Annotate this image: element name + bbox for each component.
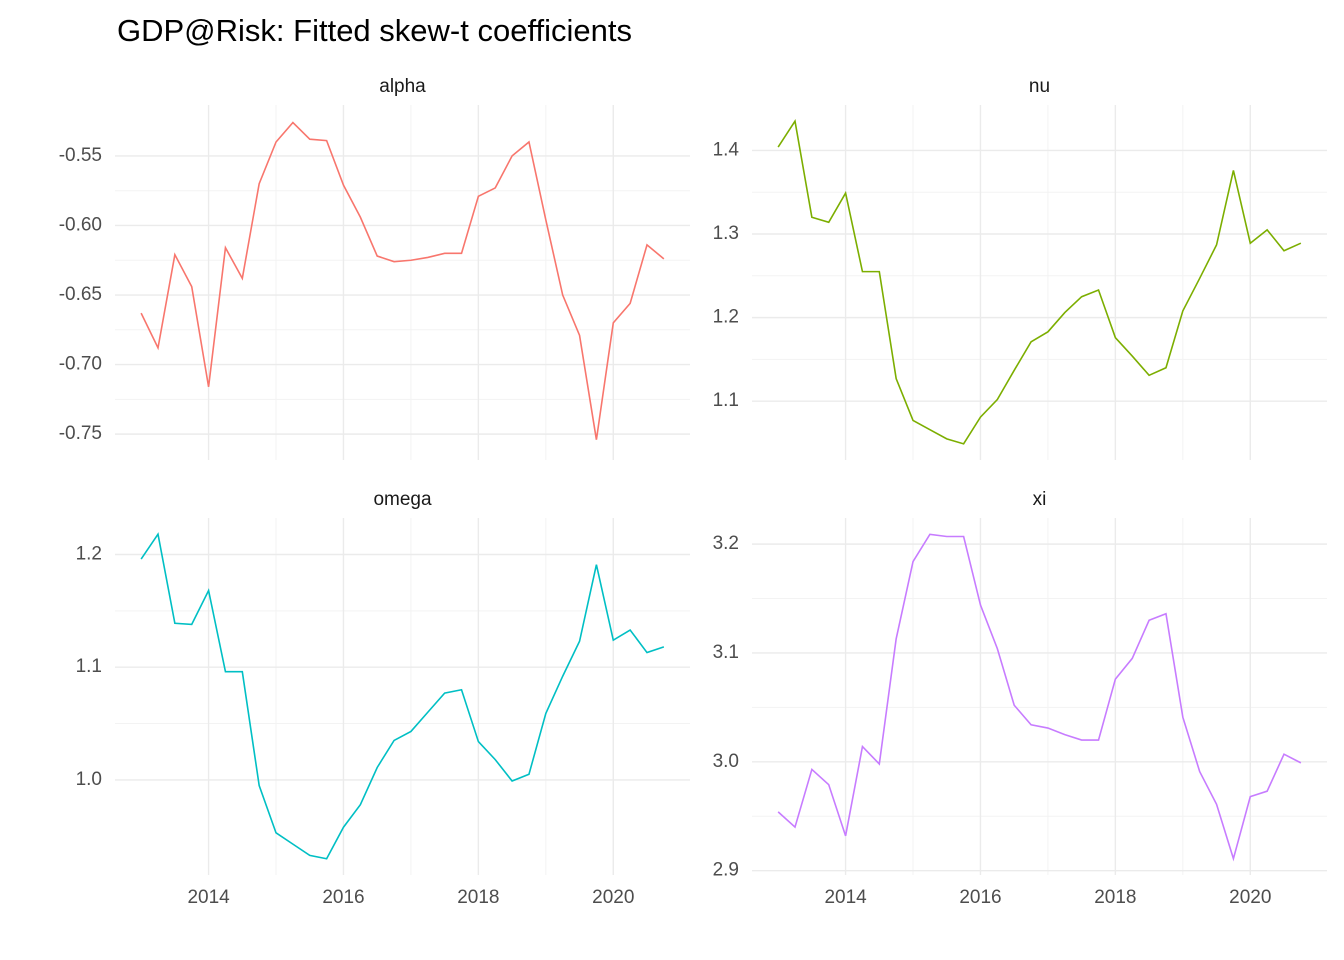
y-tick-label: 1.3 — [713, 223, 739, 244]
y-tick-label: -0.60 — [59, 214, 102, 235]
y-tick-label: 1.2 — [76, 544, 102, 565]
y-tick-label: 1.1 — [713, 390, 739, 411]
y-tick-label: 2.9 — [713, 860, 739, 881]
y-tick-label: 1.2 — [713, 307, 739, 328]
y-tick-label: -0.75 — [59, 423, 102, 444]
data-line — [777, 119, 1302, 445]
y-tick-label: 1.0 — [76, 769, 102, 790]
x-tick-label: 2020 — [1229, 887, 1271, 908]
x-tick-label: 2014 — [824, 887, 867, 908]
y-tick-label: -0.65 — [59, 284, 102, 305]
y-tick-label: 1.1 — [76, 656, 102, 677]
x-tick-label: 2014 — [187, 887, 230, 908]
facet-label: nu — [1029, 76, 1050, 97]
y-tick-label: -0.55 — [59, 145, 102, 166]
facet-label: omega — [373, 489, 432, 510]
facet-label: alpha — [379, 76, 426, 97]
facet-label: xi — [1033, 489, 1047, 510]
data-line — [777, 533, 1302, 862]
data-line — [140, 532, 665, 860]
y-tick-label: 1.4 — [713, 139, 740, 160]
y-tick-label: 3.1 — [713, 642, 739, 663]
y-tick-label: 3.0 — [713, 751, 739, 772]
x-tick-label: 2016 — [959, 887, 1001, 908]
x-tick-label: 2020 — [592, 887, 634, 908]
x-tick-label: 2018 — [1094, 887, 1136, 908]
x-tick-label: 2018 — [457, 887, 499, 908]
x-tick-label: 2016 — [322, 887, 364, 908]
data-line — [140, 121, 665, 440]
y-tick-label: 3.2 — [713, 533, 739, 554]
y-tick-label: -0.70 — [59, 354, 102, 375]
chart-title: GDP@Risk: Fitted skew-t coefficients — [117, 13, 632, 48]
